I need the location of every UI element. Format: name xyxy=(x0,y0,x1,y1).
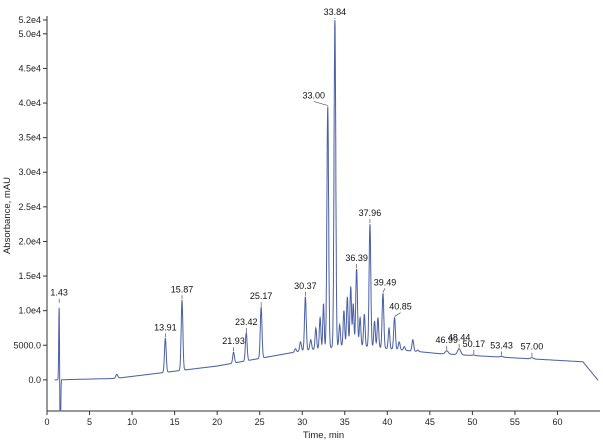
peak-label: 53.43 xyxy=(490,340,513,350)
x-tick-label: 30 xyxy=(297,417,307,427)
peak-annotation: 25.17 xyxy=(250,291,273,307)
peak-label: 36.39 xyxy=(345,253,368,263)
peak-annotation: 23.42 xyxy=(235,317,258,332)
peak-leader-line xyxy=(313,101,328,106)
x-ticks: 0 5 10 15 20 25 30 35 40 45 50 55 60 xyxy=(44,411,562,427)
peak-label: 15.87 xyxy=(171,284,194,294)
peak-annotation: 39.49 xyxy=(374,277,397,293)
peak-label: 57.00 xyxy=(521,342,544,352)
y-tick-label: 2.0e4 xyxy=(18,236,41,246)
peak-label: 48.44 xyxy=(448,333,471,343)
x-tick-label: 55 xyxy=(510,417,520,427)
peak-annotation: 36.39 xyxy=(345,253,368,269)
y-tick-label: 5.0e4 xyxy=(18,29,41,39)
y-tick-label: 5000.0 xyxy=(13,340,41,350)
x-tick-label: 20 xyxy=(212,417,222,427)
y-tick-label: 4.0e4 xyxy=(18,98,41,108)
peak-label: 46.99 xyxy=(436,335,459,345)
y-tick-label: 2.5e4 xyxy=(18,202,41,212)
peak-label: 13.91 xyxy=(154,322,177,332)
peak-annotation: 30.37 xyxy=(294,281,317,296)
peak-annotation: 46.99 xyxy=(436,335,459,350)
peak-label: 30.37 xyxy=(294,281,317,291)
x-tick-label: 60 xyxy=(552,417,562,427)
y-tick-label: 1.0e4 xyxy=(18,306,41,316)
peak-annotation: 53.43 xyxy=(490,340,513,356)
x-tick-label: 0 xyxy=(44,417,49,427)
x-tick-label: 45 xyxy=(425,417,435,427)
y-ticks: 0.0 5000.0 1.0e4 1.5e4 2.0e4 2.5e4 3.0e4 3.5e4 4… xyxy=(13,15,47,385)
y-tick-label: 3.5e4 xyxy=(18,133,41,143)
peak-annotation: 33.00 xyxy=(302,91,328,106)
x-tick-label: 5 xyxy=(87,417,92,427)
peak-label: 33.00 xyxy=(302,91,325,101)
peak-annotation: 33.84 xyxy=(324,7,347,19)
x-axis-title: Time, min xyxy=(303,430,344,441)
x-tick-label: 35 xyxy=(340,417,350,427)
x-tick-label: 40 xyxy=(382,417,392,427)
peak-annotation: 13.91 xyxy=(154,322,177,338)
peak-annotation: 48.44 xyxy=(448,333,471,348)
peak-label: 21.93 xyxy=(222,336,245,346)
peak-annotation: 57.00 xyxy=(521,342,544,357)
peak-annotation: 21.93 xyxy=(222,336,245,352)
peak-leader-line xyxy=(382,288,386,293)
peak-label: 23.42 xyxy=(235,317,258,327)
peak-label: 40.85 xyxy=(389,302,412,312)
x-tick-label: 25 xyxy=(255,417,265,427)
peak-annotation: 15.87 xyxy=(171,284,194,300)
peak-label: 33.84 xyxy=(324,7,347,17)
peak-label: 50.17 xyxy=(463,339,486,349)
peak-labels: 1.43 13.91 15.87 21.93 23.42 25.17 30.37 33.00 3… xyxy=(50,7,543,357)
peak-label: 37.96 xyxy=(359,208,382,218)
plot-area: 0 5 10 15 20 25 30 35 40 45 50 55 60 0.0 5000.0 1.0e4 1… xyxy=(13,7,600,427)
x-tick-label: 10 xyxy=(127,417,137,427)
y-tick-label: 3.0e4 xyxy=(18,167,41,177)
x-tick-label: 50 xyxy=(467,417,477,427)
y-tick-label: 0.0 xyxy=(28,375,41,385)
chromatogram-trace xyxy=(54,19,599,412)
y-tick-label: 4.5e4 xyxy=(18,63,41,73)
y-axis-title: Absorbance, mAU xyxy=(2,177,13,254)
peak-annotation: 37.96 xyxy=(359,208,382,224)
peak-leader-line xyxy=(394,312,401,317)
peak-label: 25.17 xyxy=(250,291,273,301)
peak-label: 39.49 xyxy=(374,277,397,287)
peak-annotation: 40.85 xyxy=(389,302,412,317)
y-tick-label: 5.2e4 xyxy=(18,15,41,25)
y-tick-label: 1.5e4 xyxy=(18,271,41,281)
x-tick-label: 15 xyxy=(170,417,180,427)
peak-annotation: 1.43 xyxy=(50,288,68,303)
peak-label: 1.43 xyxy=(50,288,68,298)
peak-annotation: 50.17 xyxy=(463,339,486,354)
